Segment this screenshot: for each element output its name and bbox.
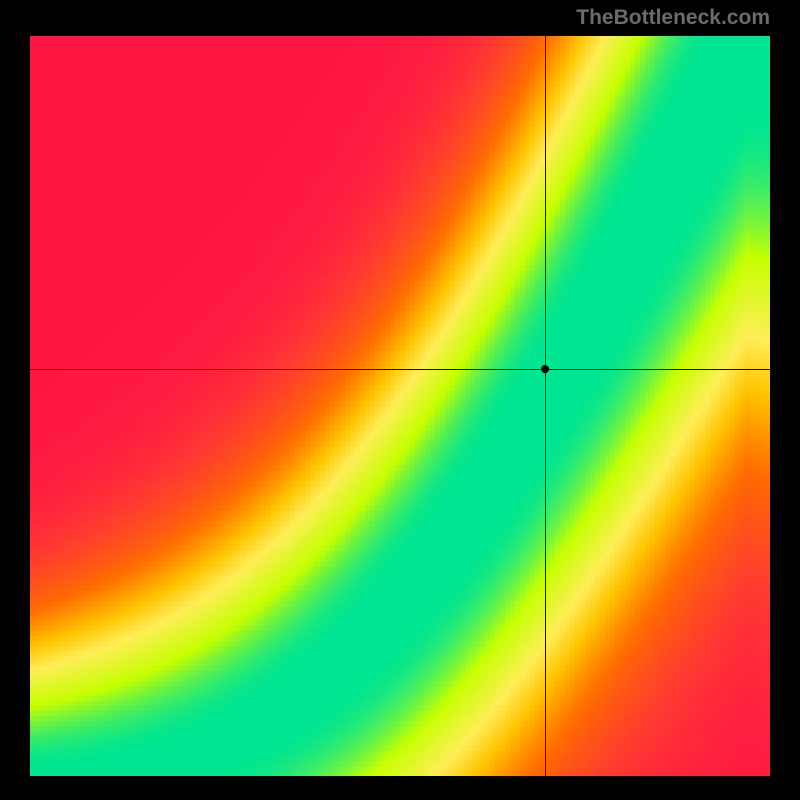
heatmap-canvas — [30, 36, 770, 776]
figure-root: TheBottleneck.com — [0, 0, 800, 800]
crosshair-vertical — [545, 36, 546, 776]
plot-area — [30, 36, 770, 776]
crosshair-horizontal — [30, 369, 770, 370]
watermark-text: TheBottleneck.com — [576, 6, 770, 30]
crosshair-marker — [541, 365, 549, 373]
